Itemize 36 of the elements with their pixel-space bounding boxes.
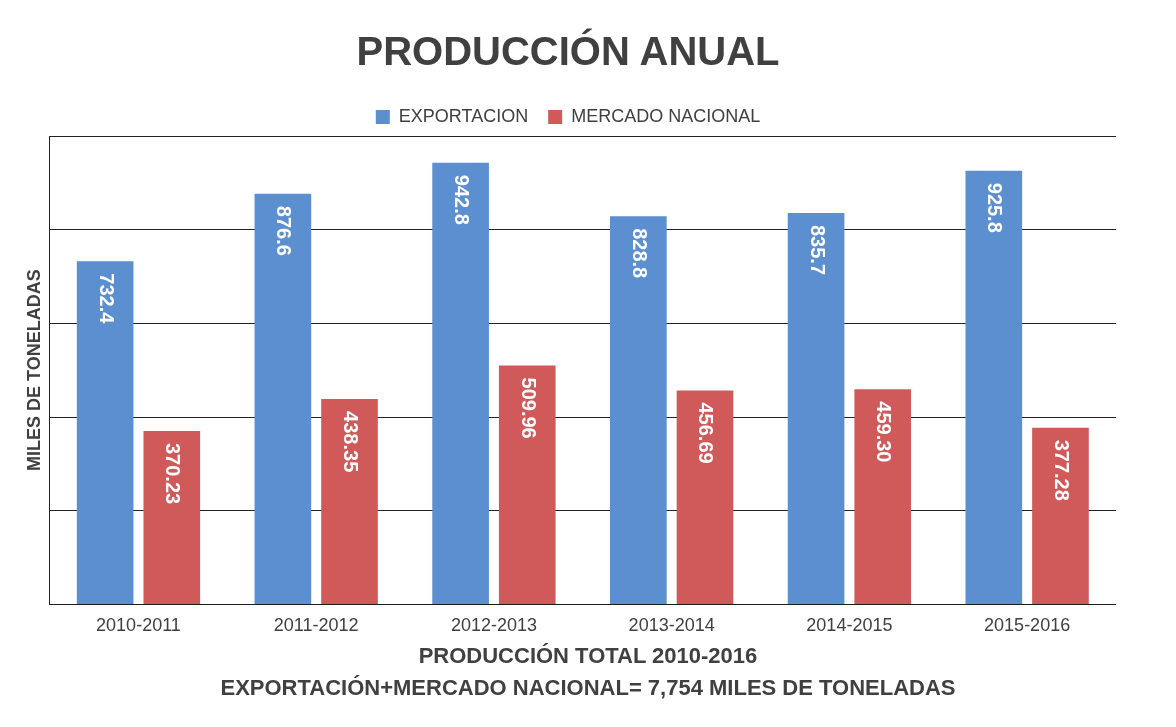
- chart-title: PRODUCCIÓN ANUAL: [356, 28, 780, 74]
- bar: [321, 399, 378, 604]
- x-tick-label: 2015-2016: [984, 615, 1071, 636]
- data-label: 828.8: [628, 228, 651, 279]
- data-label: 835.7: [806, 224, 829, 276]
- data-label: 876.6: [273, 205, 296, 256]
- data-label: 925.8: [984, 182, 1007, 233]
- x-tick-label: 2011-2012: [273, 615, 359, 636]
- y-axis-title: MILES DE TONELADAS: [23, 269, 44, 472]
- data-label: 459.30: [873, 401, 896, 463]
- bar: [1032, 427, 1089, 604]
- bar: [143, 430, 201, 604]
- x-tick-label: 2014-2015: [806, 615, 893, 636]
- x-tick-label: 2013-2014: [628, 615, 715, 636]
- bar: [787, 212, 845, 604]
- bar: [498, 365, 556, 604]
- data-label: 942.8: [451, 174, 474, 225]
- data-label: 370.23: [162, 442, 185, 505]
- bar: [610, 216, 667, 604]
- text: EXPORTACIÓN+MERCADO NACIONAL= 7,754 MILES DE TONELADAS: [219, 674, 957, 702]
- x-tick-label: 2010-2011: [96, 615, 181, 636]
- data-label: 438.35: [340, 411, 363, 473]
- legend-label: MERCADO NACIONAL: [571, 105, 761, 126]
- data-label: 377.28: [1050, 439, 1073, 501]
- x-tick-label: 2012-2013: [450, 615, 537, 636]
- bar: [854, 389, 912, 604]
- bar: [676, 390, 734, 604]
- bar: [76, 261, 134, 604]
- legend-label: EXPORTACION: [398, 105, 529, 126]
- bar: [965, 170, 1023, 604]
- data-label: 456.69: [695, 402, 718, 464]
- bar: [432, 162, 489, 604]
- bar: [254, 193, 312, 604]
- data-label: 732.4: [95, 273, 118, 325]
- data-label: 509.96: [517, 377, 540, 439]
- text: PRODUCCIÓN TOTAL 2010-2016: [417, 642, 759, 670]
